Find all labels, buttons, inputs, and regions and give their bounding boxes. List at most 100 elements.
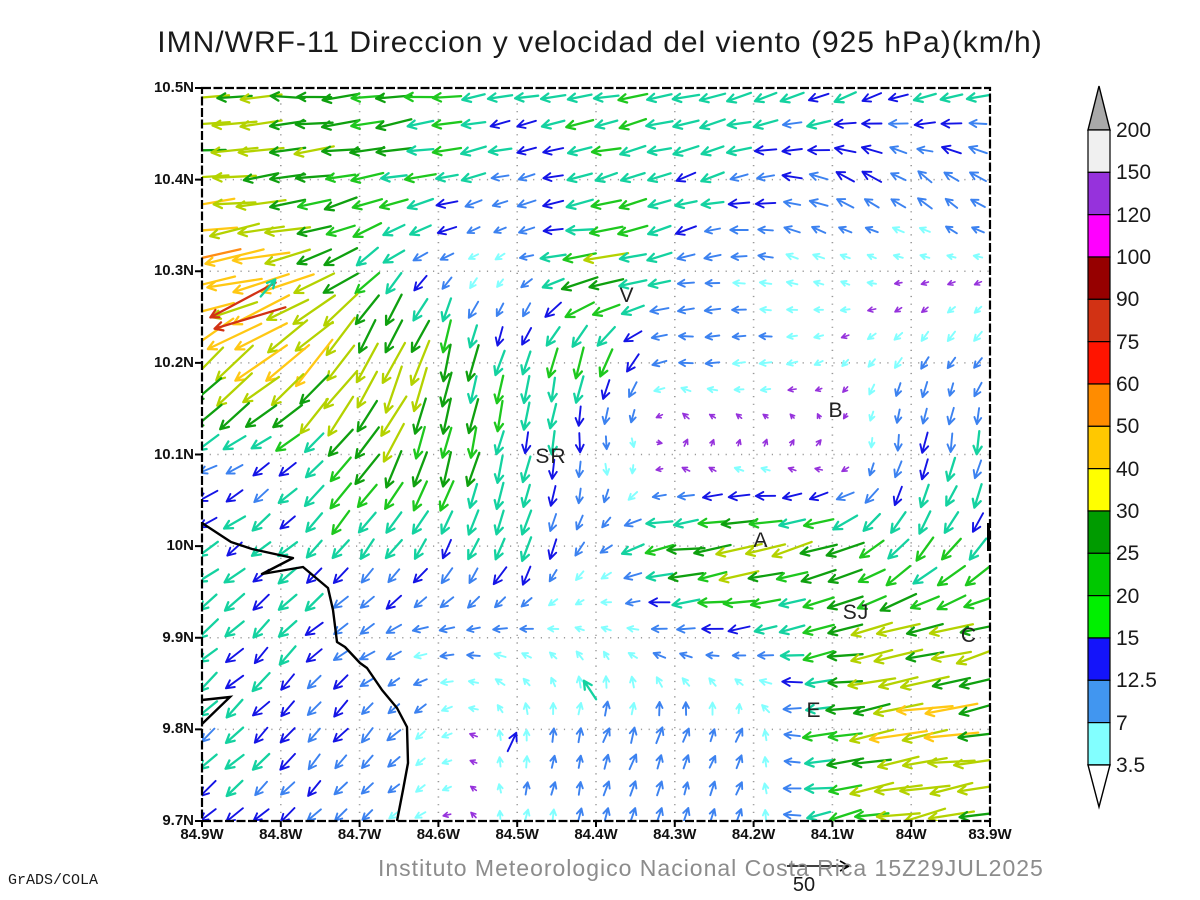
colorbar-tick-label: 7 [1116, 711, 1128, 735]
colorbar-bottom-arrow [1087, 764, 1111, 810]
wind-arrow [202, 433, 220, 451]
wind-arrow [361, 702, 374, 715]
wind-arrow [231, 251, 291, 265]
wind-arrow [602, 650, 610, 661]
wind-arrow [321, 92, 361, 105]
station-label-c: C [960, 624, 978, 647]
wind-arrow [644, 543, 675, 556]
wind-arrow [466, 625, 481, 633]
wind-arrow [382, 249, 406, 264]
wind-arrow [735, 781, 744, 796]
wind-arrow [653, 385, 666, 394]
wind-arrow [650, 624, 668, 634]
wind-arrow [384, 481, 404, 510]
wind-arrow [704, 332, 721, 341]
wind-arrow [850, 648, 894, 664]
wind-arrow [917, 197, 933, 210]
wind-arrow [467, 324, 479, 349]
wind-arrow [946, 432, 956, 453]
wind-arrow [381, 341, 407, 384]
wind-arrow [808, 491, 829, 502]
wind-arrow [438, 480, 455, 512]
wind-arrow [921, 306, 929, 313]
wind-arrow [708, 466, 717, 473]
wind-arrow [729, 225, 749, 235]
wind-arrow [757, 225, 774, 235]
wind-arrow [927, 757, 976, 768]
colorbar [1087, 85, 1111, 810]
wind-arrow [602, 807, 611, 821]
wind-arrow [572, 346, 585, 380]
wind-arrow [838, 225, 853, 234]
wind-arrow [440, 297, 453, 323]
wind-arrow [356, 370, 379, 409]
wind-arrow [625, 598, 641, 607]
wind-arrow [877, 755, 920, 771]
wind-arrow [414, 703, 427, 714]
wind-arrow [753, 91, 778, 104]
wind-arrow [492, 624, 508, 634]
wind-arrow [592, 92, 620, 103]
institute-subtitle: Instituto Meteorologico Nacional Costa R… [378, 855, 1044, 881]
wind-arrow [494, 326, 505, 347]
wind-arrow [331, 509, 351, 536]
wind-arrow [575, 754, 584, 769]
wind-arrow [441, 758, 453, 766]
colorbar-tick-label: 3.5 [1116, 753, 1146, 777]
wind-arrow [576, 702, 584, 716]
wind-arrow [731, 332, 747, 341]
wind-arrow [356, 399, 379, 433]
wind-arrow [547, 538, 558, 560]
wind-arrow [628, 409, 637, 424]
wind-arrow [325, 224, 356, 238]
wind-arrow [786, 306, 799, 314]
wind-arrow [676, 491, 695, 501]
wind-arrow [382, 223, 406, 237]
wind-arrow [771, 540, 813, 559]
wind-arrow [702, 491, 723, 502]
lon-tick-label: 84W [895, 826, 927, 843]
wind-arrow [972, 459, 983, 480]
wind-arrow [320, 119, 361, 131]
wind-arrow [893, 331, 904, 341]
wind-arrow [762, 438, 769, 447]
wind-arrow [826, 757, 865, 769]
wind-arrow [682, 807, 691, 821]
wind-arrow [899, 784, 951, 796]
wind-arrow [618, 197, 648, 211]
lon-tick-label: 84.2W [731, 826, 776, 843]
wind-arrow [894, 279, 903, 287]
wind-arrow [388, 810, 400, 820]
wind-arrow [647, 278, 672, 289]
wind-arrow [619, 171, 646, 184]
wind-arrow [629, 675, 637, 689]
wind-arrow [649, 305, 670, 315]
wind-arrow [378, 198, 409, 211]
wind-arrow [306, 808, 322, 821]
wind-arrow [813, 332, 825, 340]
wind-arrow [493, 454, 505, 484]
wind-arrow [753, 145, 778, 156]
wind-arrow [708, 701, 717, 716]
wind-arrow [887, 92, 909, 103]
wind-arrow [209, 222, 261, 240]
wind-arrow [575, 807, 584, 821]
wind-arrow [588, 278, 625, 291]
wind-arrow [946, 330, 957, 342]
wind-arrow [202, 120, 231, 126]
wind-arrow [323, 247, 359, 267]
colorbar-tick-label: 150 [1116, 161, 1152, 185]
wind-arrow [753, 624, 778, 635]
wind-arrow [703, 252, 722, 262]
wind-arrow [813, 279, 825, 287]
wind-arrow [655, 466, 664, 473]
wind-arrow [519, 252, 535, 261]
wind-arrow [730, 252, 748, 261]
wind-arrow [779, 91, 805, 104]
wind-arrow [522, 702, 531, 716]
wind-arrow [913, 118, 936, 129]
wind-arrow [618, 252, 647, 263]
wind-arrow [213, 306, 287, 332]
wind-arrow [782, 704, 802, 714]
wind-arrow [958, 704, 990, 717]
